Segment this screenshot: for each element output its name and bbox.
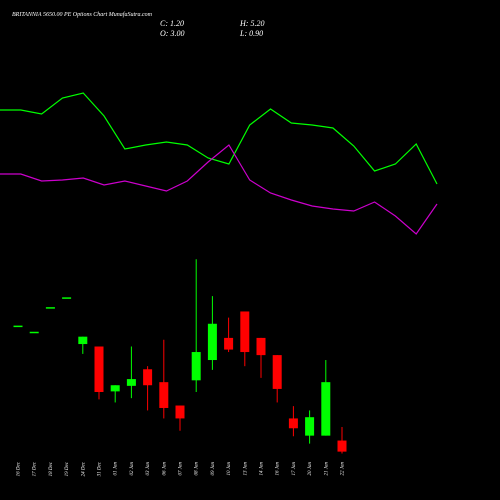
x-tick-label: 01 Jan	[114, 462, 119, 476]
candle-body	[143, 369, 153, 386]
x-tick-label: 20 Jan	[308, 462, 313, 476]
x-tick-label: 17 Jan	[292, 462, 297, 476]
candle-body	[45, 307, 55, 309]
open-stat: O: 3.00	[160, 29, 184, 38]
low-stat: L: 0.90	[239, 29, 263, 38]
x-tick-label: 21 Jan	[324, 462, 329, 476]
candle-body	[224, 337, 234, 350]
x-tick-label: 16 Jan	[276, 462, 281, 476]
candle-body	[126, 379, 136, 386]
candle-body	[305, 417, 315, 436]
candle-body	[94, 346, 104, 392]
x-tick-label: 07 Jan	[179, 462, 184, 476]
x-tick-label: 13 Jan	[243, 462, 248, 476]
x-tick-label: 06 Jan	[162, 462, 167, 476]
high-stat: H: 5.20	[239, 19, 264, 28]
x-tick-label: 17 Dec	[33, 461, 38, 476]
indicator-line	[0, 92, 438, 185]
candle-body	[29, 331, 39, 334]
x-tick-label: 08 Jan	[195, 462, 200, 476]
candle-body	[207, 323, 217, 361]
candle-body	[256, 337, 266, 356]
candle-body	[62, 297, 72, 299]
indicator-line	[0, 144, 438, 235]
candle-body	[240, 311, 250, 353]
candle-body	[321, 382, 331, 436]
x-tick-label: 16 Dec	[17, 461, 22, 476]
close-stat: C: 1.20	[160, 19, 184, 28]
candle-body	[13, 325, 23, 328]
candle-body	[175, 405, 185, 419]
x-tick-label: 24 Dec	[81, 461, 86, 476]
x-tick-label: 31 Dec	[98, 461, 103, 476]
x-tick-label: 19 Dec	[65, 461, 70, 476]
candle-body	[78, 336, 88, 345]
x-tick-label: 14 Jan	[260, 462, 265, 476]
candle-body	[110, 385, 120, 392]
x-tick-label: 22 Jan	[341, 462, 346, 476]
chart-title: BRITANNIA 5650.00 PE Options Chart Munaf…	[12, 11, 153, 18]
candle-body	[191, 352, 201, 381]
x-tick-label: 02 Jan	[130, 462, 135, 476]
candle-body	[159, 382, 169, 408]
x-tick-label: 03 Jan	[146, 462, 151, 476]
candle-body	[337, 440, 347, 452]
candle-body	[288, 418, 298, 429]
candle-body	[272, 355, 282, 389]
x-tick-label: 09 Jan	[211, 462, 216, 476]
x-tick-label: 18 Dec	[49, 461, 54, 476]
x-tick-label: 10 Jan	[227, 462, 232, 476]
